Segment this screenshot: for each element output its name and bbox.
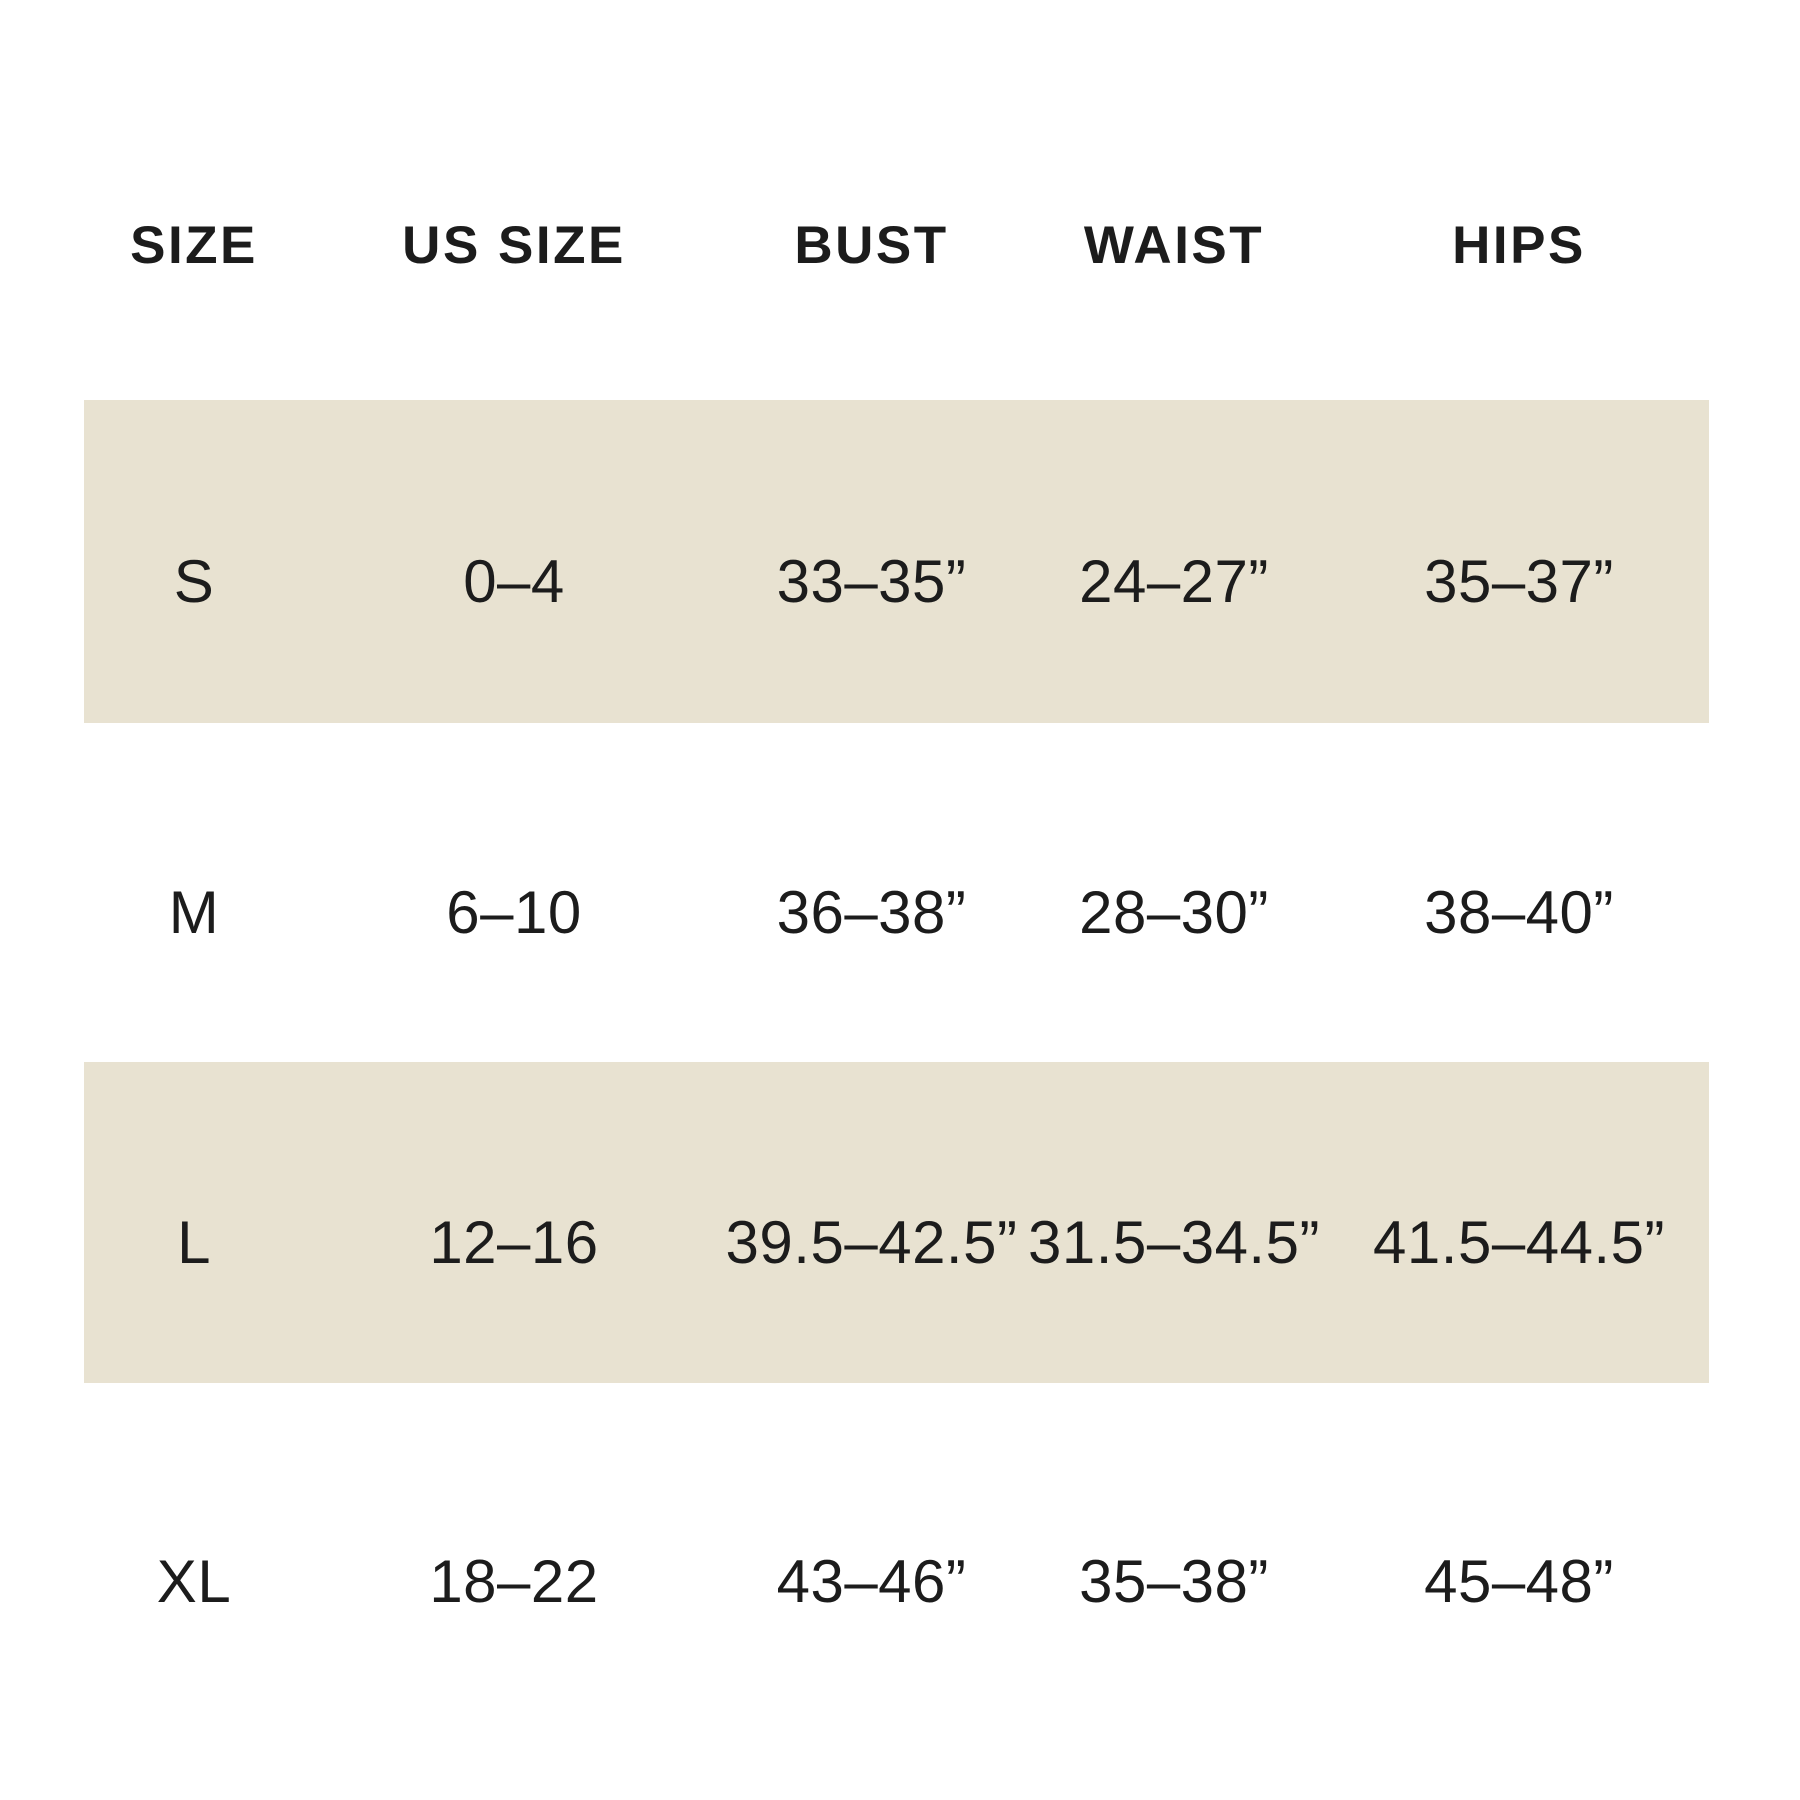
cell-xl-bust: 43–46”: [724, 1383, 1019, 1740]
cell-l-hips-value: 41.5–44.5”: [1373, 1209, 1665, 1276]
cell-xl-bust-value: 43–46”: [776, 1548, 967, 1615]
cell-l-us-size-value: 12–16: [429, 1209, 599, 1276]
cell-xl-size: XL: [84, 1383, 304, 1740]
cell-s-waist-value: 24–27”: [1079, 548, 1269, 615]
cell-l-bust-value: 39.5–42.5”: [725, 1209, 1018, 1276]
cell-m-us-size-value: 6–10: [446, 879, 582, 946]
cell-s-size-value: S: [173, 548, 215, 615]
cell-m-us-size: 6–10: [304, 723, 724, 1062]
cell-xl-hips: 45–48”: [1329, 1383, 1709, 1740]
cell-xl-us-size-value: 18–22: [429, 1548, 599, 1615]
cell-l-waist: 31.5–34.5”: [1019, 1062, 1329, 1383]
cell-xl-waist: 35–38”: [1019, 1383, 1329, 1740]
cell-l-waist-value: 31.5–34.5”: [1028, 1209, 1320, 1276]
cell-m-waist-value: 28–30”: [1079, 879, 1269, 946]
cell-m-hips-value: 38–40”: [1424, 879, 1614, 946]
column-header-us-size: US SIZE: [402, 216, 626, 275]
column-header-size: SIZE: [130, 216, 258, 275]
cell-s-waist: 24–27”: [1019, 400, 1329, 723]
size-table: SIZE US SIZE BUST WAIST HIPS S 0–4 33–35…: [84, 198, 1709, 1740]
cell-l-us-size: 12–16: [304, 1062, 724, 1383]
cell-s-hips-value: 35–37”: [1424, 548, 1614, 615]
cell-xl-waist-value: 35–38”: [1079, 1548, 1269, 1615]
cell-m-bust-value: 36–38”: [776, 879, 967, 946]
cell-s-us-size: 0–4: [304, 400, 724, 723]
cell-l-bust: 39.5–42.5”: [724, 1062, 1019, 1383]
table-row-l: L 12–16 39.5–42.5” 31.5–34.5” 41.5–44.5”: [84, 1062, 1709, 1383]
cell-xl-hips-value: 45–48”: [1424, 1548, 1614, 1615]
table-row-m: M 6–10 36–38” 28–30” 38–40”: [84, 723, 1709, 1062]
cell-s-size: S: [84, 400, 304, 723]
cell-s-us-size-value: 0–4: [463, 548, 565, 615]
cell-xl-us-size: 18–22: [304, 1383, 724, 1740]
column-header-bust: BUST: [794, 216, 949, 275]
column-header-waist: WAIST: [1083, 216, 1265, 275]
cell-l-size-value: L: [177, 1209, 211, 1276]
cell-l-hips: 41.5–44.5”: [1329, 1062, 1709, 1383]
column-header-hips: HIPS: [1452, 216, 1586, 275]
cell-s-bust-value: 33–35”: [776, 548, 967, 615]
cell-m-size-value: M: [168, 879, 220, 946]
cell-m-hips: 38–40”: [1329, 723, 1709, 1062]
cell-m-bust: 36–38”: [724, 723, 1019, 1062]
table-row-xl: XL 18–22 43–46” 35–38” 45–48”: [84, 1383, 1709, 1740]
header-row: SIZE US SIZE BUST WAIST HIPS: [84, 198, 1709, 293]
cell-s-hips: 35–37”: [1329, 400, 1709, 723]
cell-m-size: M: [84, 723, 304, 1062]
cell-xl-size-value: XL: [156, 1548, 232, 1615]
cell-l-size: L: [84, 1062, 304, 1383]
cell-m-waist: 28–30”: [1019, 723, 1329, 1062]
table-row-s: S 0–4 33–35” 24–27” 35–37”: [84, 400, 1709, 723]
cell-s-bust: 33–35”: [724, 400, 1019, 723]
